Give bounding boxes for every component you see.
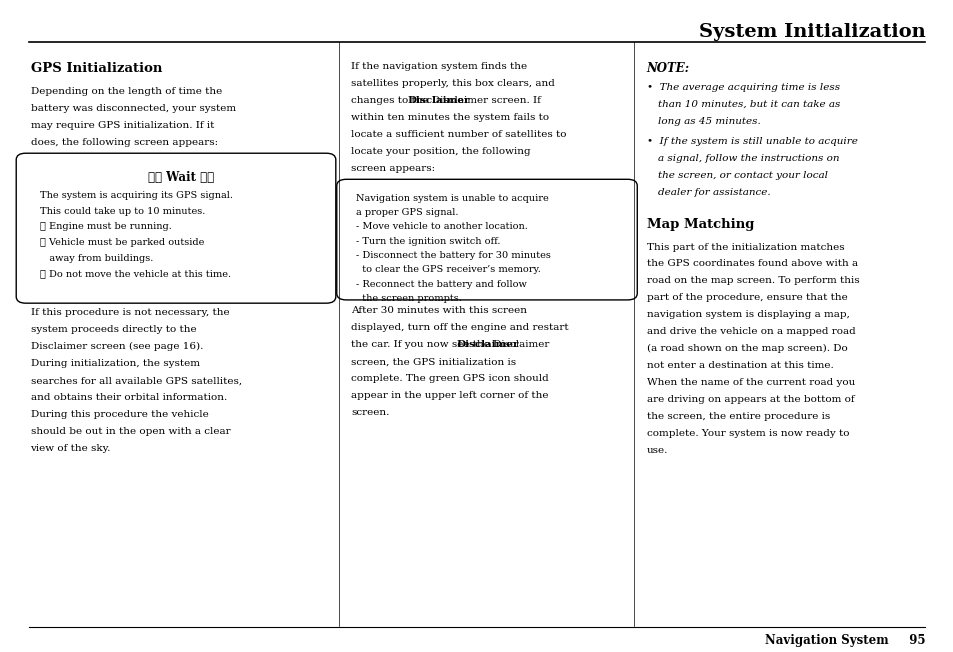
Text: a signal, follow the instructions on: a signal, follow the instructions on	[658, 154, 839, 163]
Text: battery was disconnected, your system: battery was disconnected, your system	[30, 104, 235, 113]
Text: System Initialization: System Initialization	[698, 23, 924, 41]
Text: appear in the upper left corner of the: appear in the upper left corner of the	[351, 391, 548, 400]
Text: the screen, the entire procedure is: the screen, the entire procedure is	[646, 412, 829, 421]
Text: screen appears:: screen appears:	[351, 164, 435, 173]
Text: - Move vehicle to another location.: - Move vehicle to another location.	[355, 222, 527, 231]
Text: not enter a destination at this time.: not enter a destination at this time.	[646, 361, 833, 370]
Text: screen, the GPS initialization is: screen, the GPS initialization is	[351, 357, 516, 366]
Text: •  The average acquiring time is less: • The average acquiring time is less	[646, 83, 839, 92]
FancyBboxPatch shape	[16, 153, 335, 303]
Text: may require GPS initialization. If it: may require GPS initialization. If it	[30, 121, 213, 130]
FancyBboxPatch shape	[336, 179, 637, 300]
Text: - Disconnect the battery for 30 minutes: - Disconnect the battery for 30 minutes	[355, 251, 550, 260]
Text: Depending on the length of time the: Depending on the length of time the	[30, 87, 221, 96]
Text: satellites properly, this box clears, and: satellites properly, this box clears, an…	[351, 79, 555, 88]
Text: - Reconnect the battery and follow: - Reconnect the battery and follow	[355, 280, 526, 289]
Text: system proceeds directly to the: system proceeds directly to the	[30, 325, 196, 334]
Text: the screen prompts.: the screen prompts.	[355, 294, 461, 303]
Text: the screen, or contact your local: the screen, or contact your local	[658, 171, 827, 180]
Text: within ten minutes the system fails to: within ten minutes the system fails to	[351, 113, 549, 122]
Text: Disclaimer: Disclaimer	[456, 340, 518, 349]
Text: changes to the Disclaimer screen. If: changes to the Disclaimer screen. If	[351, 96, 540, 105]
Text: - Turn the ignition switch off.: - Turn the ignition switch off.	[355, 237, 499, 246]
Text: navigation system is displaying a map,: navigation system is displaying a map,	[646, 310, 849, 319]
Text: NOTE:: NOTE:	[646, 62, 689, 75]
Text: use.: use.	[646, 446, 667, 455]
Text: During this procedure the vehicle: During this procedure the vehicle	[30, 410, 208, 419]
Text: Disclaimer screen (see page 16).: Disclaimer screen (see page 16).	[30, 342, 203, 351]
Text: ✱✱ Wait ✱✱: ✱✱ Wait ✱✱	[148, 171, 213, 185]
Text: Navigation system is unable to acquire: Navigation system is unable to acquire	[355, 194, 548, 203]
Text: This part of the initialization matches: This part of the initialization matches	[646, 243, 843, 252]
Text: away from buildings.: away from buildings.	[40, 254, 153, 263]
Text: screen.: screen.	[351, 408, 389, 417]
Text: This could take up to 10 minutes.: This could take up to 10 minutes.	[40, 207, 205, 216]
Text: During initialization, the system: During initialization, the system	[30, 359, 199, 368]
Text: ✱ Do not move the vehicle at this time.: ✱ Do not move the vehicle at this time.	[40, 269, 231, 278]
Text: searches for all available GPS satellites,: searches for all available GPS satellite…	[30, 376, 241, 385]
Text: road on the map screen. To perform this: road on the map screen. To perform this	[646, 276, 859, 286]
Text: view of the sky.: view of the sky.	[30, 444, 111, 453]
Text: Navigation System     95: Navigation System 95	[764, 634, 924, 647]
Text: than 10 minutes, but it can take as: than 10 minutes, but it can take as	[658, 100, 840, 109]
Text: and obtains their orbital information.: and obtains their orbital information.	[30, 393, 227, 402]
Text: Map Matching: Map Matching	[646, 218, 754, 231]
Text: The system is acquiring its GPS signal.: The system is acquiring its GPS signal.	[40, 191, 233, 200]
Text: to clear the GPS receiver’s memory.: to clear the GPS receiver’s memory.	[355, 265, 540, 274]
Text: the car. If you now see the Disclaimer: the car. If you now see the Disclaimer	[351, 340, 549, 349]
Text: and drive the vehicle on a mapped road: and drive the vehicle on a mapped road	[646, 327, 855, 336]
Text: long as 45 minutes.: long as 45 minutes.	[658, 117, 760, 126]
Text: ✱ Engine must be running.: ✱ Engine must be running.	[40, 222, 172, 231]
Text: If this procedure is not necessary, the: If this procedure is not necessary, the	[30, 308, 229, 318]
Text: complete. Your system is now ready to: complete. Your system is now ready to	[646, 429, 848, 438]
Text: Disclaimer: Disclaimer	[407, 96, 470, 105]
Text: When the name of the current road you: When the name of the current road you	[646, 378, 854, 387]
Text: GPS Initialization: GPS Initialization	[30, 62, 162, 75]
Text: ✱ Vehicle must be parked outside: ✱ Vehicle must be parked outside	[40, 238, 204, 247]
Text: dealer for assistance.: dealer for assistance.	[658, 188, 770, 197]
Text: the GPS coordinates found above with a: the GPS coordinates found above with a	[646, 259, 857, 269]
Text: should be out in the open with a clear: should be out in the open with a clear	[30, 427, 230, 436]
Text: displayed, turn off the engine and restart: displayed, turn off the engine and resta…	[351, 323, 568, 333]
Text: are driving on appears at the bottom of: are driving on appears at the bottom of	[646, 395, 854, 404]
Text: does, the following screen appears:: does, the following screen appears:	[30, 138, 217, 147]
Text: part of the procedure, ensure that the: part of the procedure, ensure that the	[646, 293, 846, 303]
Text: a proper GPS signal.: a proper GPS signal.	[355, 208, 457, 217]
Text: If the navigation system finds the: If the navigation system finds the	[351, 62, 527, 71]
Text: •  If the system is still unable to acquire: • If the system is still unable to acqui…	[646, 137, 857, 146]
Text: locate your position, the following: locate your position, the following	[351, 147, 530, 156]
Text: complete. The green GPS icon should: complete. The green GPS icon should	[351, 374, 548, 383]
Text: locate a sufficient number of satellites to: locate a sufficient number of satellites…	[351, 130, 566, 139]
Text: After 30 minutes with this screen: After 30 minutes with this screen	[351, 306, 526, 316]
Text: (a road shown on the map screen). Do: (a road shown on the map screen). Do	[646, 344, 846, 353]
